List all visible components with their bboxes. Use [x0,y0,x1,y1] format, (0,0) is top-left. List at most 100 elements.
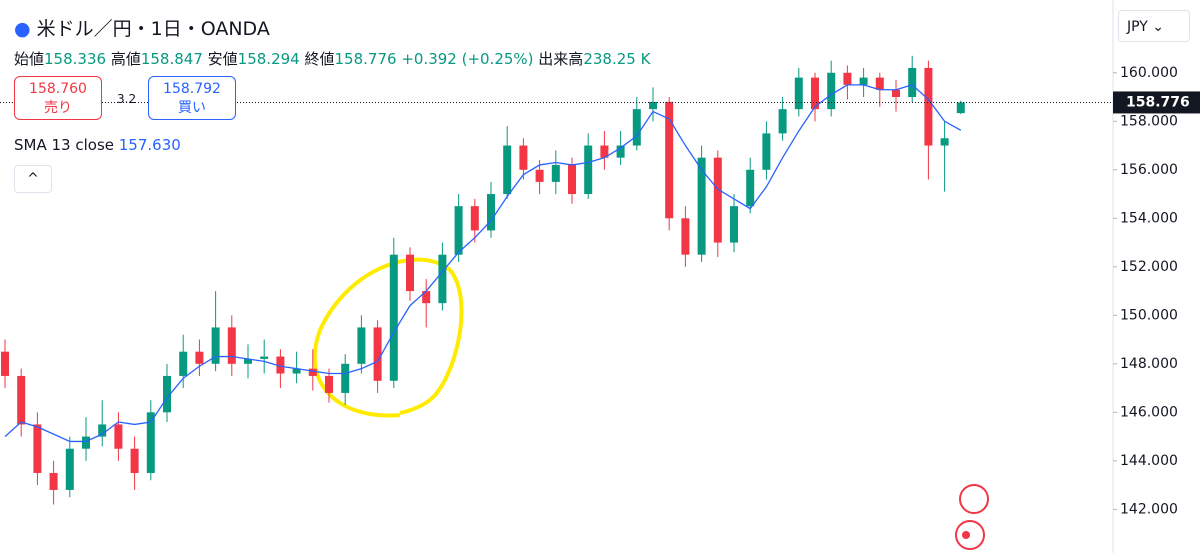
candle-body [503,145,512,195]
candle-body [681,218,690,255]
candle-body [649,101,657,110]
candle-body [811,77,819,110]
candle-body [940,138,949,146]
candle-body [17,375,26,425]
sell-label: 売り [44,100,72,116]
candle-body [713,157,722,243]
candle-body [82,436,90,449]
candle-body [1,351,9,376]
buy-label: 買い [178,100,206,116]
sma-line [4,84,962,443]
ohlc-row: 始値158.336 高値158.847 安値158.294 終値158.776 … [14,48,650,69]
candle-body [535,169,544,182]
candle-body [422,291,431,304]
y-tick-label: 146.000 [1120,404,1178,420]
flag-icon[interactable] [959,484,989,514]
sma-legend: SMA 13 close 157.630 [14,136,181,154]
y-tick-label: 152.000 [1120,259,1178,275]
candle-body [827,72,836,110]
symbol-title[interactable]: ● 米ドル／円・1日・OANDA [14,18,270,40]
candle-body [325,375,333,393]
price-tag [1113,91,1200,114]
candle-body [179,351,188,376]
candle-body [551,164,560,182]
change: +0.392 (+0.25%) [401,50,534,68]
candle-body [438,254,447,304]
candle-body [843,72,852,85]
candle-body [956,102,965,114]
candle-body [389,254,398,381]
sell-price: 158.760 [29,81,87,97]
candle-body [341,363,350,393]
candle-body [778,109,787,134]
high-label: 高値 [110,50,141,68]
low-value: 158.294 [237,50,300,68]
sma-name: SMA 13 close [14,136,114,154]
y-tick-label: 144.000 [1120,453,1178,469]
y-tick-label: 148.000 [1120,356,1178,372]
y-tick-label: 142.000 [1120,501,1178,517]
candle-body [163,375,171,413]
candle-body [406,254,414,292]
candle-body [794,77,803,110]
title: 米ドル／円・1日・OANDA [36,18,270,40]
collapse-button[interactable]: ^ [14,165,52,193]
candle-body [892,89,900,98]
candle-body [308,368,317,376]
currency: JPY [1127,19,1148,35]
candle-body [697,157,706,255]
candle-body [49,472,58,490]
y-tick-label: 154.000 [1120,210,1178,226]
candle-body [908,67,917,98]
volume-label: 出来高 [538,50,584,68]
currency-select[interactable]: JPY ⌄ [1118,10,1190,42]
candle-body [98,424,107,437]
candle-body [373,327,382,381]
y-tick-label: 156.000 [1120,162,1178,178]
candle-body [227,327,236,364]
candle-body [292,368,301,374]
candle-body [244,358,252,364]
candle-body [584,145,593,195]
candle-body [568,164,576,195]
spread: 3.2 [117,92,137,106]
buy-button[interactable]: 158.792 買い [148,76,236,120]
candle-body [357,327,366,364]
candle-body [746,169,755,207]
candle-body [600,145,609,158]
candle-body [146,412,155,473]
candle-body [211,327,220,364]
candle-body [195,351,204,364]
high-value: 158.847 [140,50,203,68]
close-label: 終値 [304,50,335,68]
candle-body [616,145,625,158]
candle-body [487,194,495,231]
y-tick-label: 150.000 [1120,307,1178,323]
buy-price: 158.792 [163,81,221,97]
candle-body [65,448,74,490]
annotation-circle [312,257,464,418]
candle-body [730,206,738,243]
candle-body [260,356,269,359]
candle-body [924,67,933,146]
candle-body [130,448,139,473]
volume-value: 238.25 K [583,50,651,68]
candle-body [470,206,479,231]
low-label: 安値 [207,50,238,68]
candle-body [859,77,868,85]
candle-body [276,356,285,374]
candle-body [632,109,641,146]
candle-body [665,101,674,219]
open-label: 始値 [14,50,45,68]
candle-body [114,424,123,449]
candle-body [33,424,42,473]
sell-button[interactable]: 158.760 売り [14,76,102,120]
sma-value: 157.630 [118,136,181,154]
open-value: 158.336 [44,50,107,68]
close-value: 158.776 [334,50,397,68]
candle-body [875,77,884,90]
event-dot [962,531,970,539]
candle-body [454,206,463,255]
